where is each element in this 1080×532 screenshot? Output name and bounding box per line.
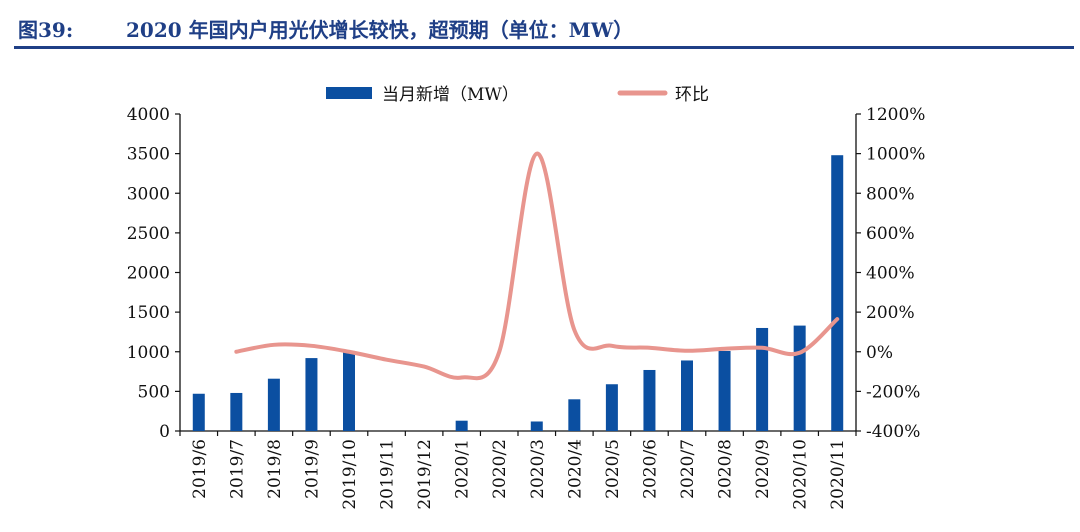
x-tick-label: 2019/12 [415,439,435,510]
left-tick-label: 4000 [127,105,170,125]
legend: 当月新增（MW） 环比 [326,85,709,105]
left-tick-label: 3500 [127,145,170,165]
x-tick-label: 2020/7 [678,439,698,499]
legend-line-label: 环比 [675,85,709,105]
bar [568,399,581,431]
bar [305,358,318,431]
left-tick-label: 0 [159,422,170,442]
plot-area: 0 500 1000 1500 2000 2500 3000 3500 4000 -400% -20… [127,105,926,510]
x-tick-label: 2019/6 [190,439,210,499]
right-tick-label: 400% [866,264,915,284]
legend-bar-swatch [326,87,372,99]
legend-bar-label: 当月新增（MW） [382,85,519,105]
bar [230,392,243,431]
x-tick-label: 2019/10 [340,439,360,510]
left-tick-label: 1000 [127,343,170,363]
left-tick-label: 500 [138,382,170,402]
bar [605,384,618,431]
bar [681,360,693,431]
series-line-huanbi [234,151,840,381]
x-tick-label: 2020/6 [640,439,660,499]
x-tick-label: 2020/10 [791,439,811,510]
x-tick-label: 2020/11 [828,439,848,510]
header-rule [14,46,1074,49]
bar [793,325,806,431]
x-tick-label: 2019/8 [265,439,285,499]
x-tick-label: 2020/1 [453,439,473,499]
left-tick-label: 2500 [127,224,170,244]
bar [718,350,731,431]
bar [267,378,280,431]
x-tick-label: 2019/7 [227,439,247,499]
bar [530,421,543,431]
figure-number: 图39: [18,18,74,42]
bar [343,350,355,431]
right-tick-label: 200% [866,303,915,323]
x-tick-label: 2020/2 [490,439,510,499]
bar [756,327,769,431]
x-tick-label: 2019/11 [378,439,398,510]
x-tick-label: 2020/9 [753,439,773,499]
right-tick-label: 0% [866,343,893,363]
x-tick-label: 2019/9 [302,439,322,499]
bar [455,420,468,431]
bar [831,155,844,431]
figure-title: 2020 年国内户用光伏增长较快，超预期（单位：MW） [126,18,634,42]
figure-header: 图39: 2020 年国内户用光伏增长较快，超预期（单位：MW） [0,0,1080,50]
bar [643,369,656,431]
x-tick-label: 2020/4 [565,439,585,499]
x-tick-label: 2020/5 [603,439,623,499]
right-tick-label: 800% [866,184,915,204]
right-tick-label: -400% [866,422,920,442]
left-tick-label: 3000 [127,184,170,204]
bar [192,393,205,431]
right-tick-label: 1000% [866,145,925,165]
left-tick-label: 1500 [127,303,170,323]
right-tick-label: 1200% [866,105,925,125]
left-tick-label: 2000 [127,264,170,284]
right-tick-label: -200% [866,382,920,402]
x-tick-label: 2020/8 [716,439,736,499]
right-tick-label: 600% [866,224,915,244]
x-tick-label: 2020/3 [528,439,548,499]
